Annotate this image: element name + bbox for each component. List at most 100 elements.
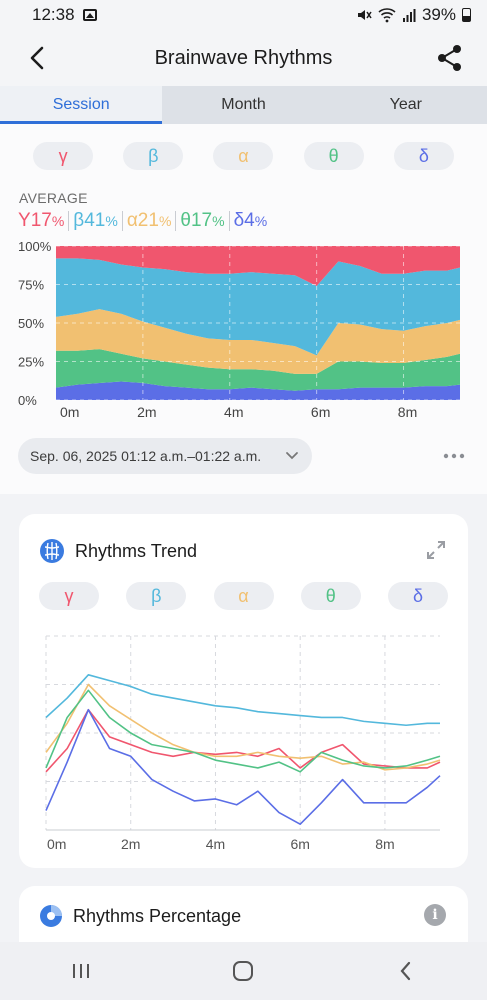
avg-beta-value: 41 xyxy=(84,210,106,231)
chip-gamma[interactable]: γ xyxy=(39,582,99,610)
avg-theta-value: 17 xyxy=(190,210,213,231)
expand-icon[interactable] xyxy=(426,540,446,560)
chevron-down-icon xyxy=(286,452,298,460)
chip-alpha[interactable]: α xyxy=(213,142,274,170)
avg-alpha-symbol: α xyxy=(126,210,138,231)
info-icon[interactable]: i xyxy=(424,904,446,926)
avg-divider xyxy=(175,211,177,231)
brain-icon xyxy=(40,539,64,563)
gallery-notification-icon xyxy=(82,9,97,21)
back-arrow-icon[interactable] xyxy=(24,44,52,72)
x-tick-label: 6m xyxy=(311,404,330,420)
average-row: Y17% β41% α21% θ17% δ4% xyxy=(18,210,267,232)
avg-divider xyxy=(68,211,70,231)
trend-line-1 xyxy=(45,674,440,727)
area-series-0 xyxy=(56,381,460,400)
chip-theta[interactable]: θ xyxy=(303,142,364,170)
page-title: Brainwave Rhythms xyxy=(154,46,333,69)
average-label: AVERAGE xyxy=(19,190,88,206)
avg-beta-unit: % xyxy=(105,213,118,229)
recents-button[interactable] xyxy=(61,951,101,991)
percentage-card-header: Rhythms Percentage xyxy=(39,904,241,928)
back-chevron-icon xyxy=(400,961,410,981)
y-tick-label: 50% xyxy=(18,316,44,331)
session-panel: γ β α θ δ AVERAGE Y17% β41% α21% θ17% δ4… xyxy=(0,124,487,494)
trend-line-chart: 0m 2m 4m 6m 8m xyxy=(45,635,441,852)
trend-line-3 xyxy=(45,689,441,773)
back-button[interactable] xyxy=(386,951,426,991)
tab-year[interactable]: Year xyxy=(389,96,422,113)
x-tick-label: 4m xyxy=(224,404,243,420)
avg-delta: δ4% xyxy=(234,210,268,232)
y-tick-label: 0% xyxy=(18,393,37,408)
trend-line-4 xyxy=(45,708,441,825)
y-tick-label: 100% xyxy=(18,239,52,254)
battery-icon xyxy=(462,8,471,22)
chip-theta[interactable]: θ xyxy=(300,582,361,610)
avg-gamma: Y17% xyxy=(18,210,64,232)
avg-theta-symbol: θ xyxy=(180,210,191,231)
avg-alpha-value: 21 xyxy=(137,210,159,231)
rhythms-trend-card: Rhythms Trend γ β α θ δ 0m 2m 4m 6m 8m xyxy=(19,514,468,868)
trend-band-chips: γ β α θ δ xyxy=(19,582,468,610)
chip-delta[interactable]: δ xyxy=(393,142,454,170)
avg-gamma-unit: % xyxy=(51,213,65,229)
chip-gamma[interactable]: γ xyxy=(33,142,94,170)
trend-card-title: Rhythms Trend xyxy=(75,540,198,561)
system-nav-bar xyxy=(0,942,487,1000)
avg-divider xyxy=(228,211,230,231)
avg-theta-unit: % xyxy=(212,213,225,229)
app-bar: Brainwave Rhythms xyxy=(0,30,487,86)
percentage-card-title: Rhythms Percentage xyxy=(73,905,242,926)
home-icon xyxy=(233,961,254,981)
home-button[interactable] xyxy=(223,951,263,991)
status-right: 39% xyxy=(356,5,471,25)
chip-beta[interactable]: β xyxy=(123,142,184,170)
area-series-2 xyxy=(56,309,460,374)
area-series-3 xyxy=(56,258,460,356)
avg-divider xyxy=(121,211,123,231)
avg-alpha-unit: % xyxy=(158,213,172,229)
trend-line-2 xyxy=(45,683,441,771)
mute-icon xyxy=(357,10,372,20)
avg-gamma-symbol: Y xyxy=(18,210,31,231)
tab-session[interactable]: Session xyxy=(0,86,163,124)
area-series-1 xyxy=(56,349,460,391)
avg-delta-symbol: δ xyxy=(233,210,245,231)
wifi-icon xyxy=(378,8,396,23)
avg-delta-unit: % xyxy=(254,213,268,229)
avg-beta-symbol: β xyxy=(73,210,85,231)
more-options-icon[interactable] xyxy=(442,448,466,464)
share-icon[interactable] xyxy=(435,43,465,73)
avg-theta: θ17% xyxy=(180,210,224,232)
signal-icon xyxy=(402,9,416,22)
avg-delta-value: 4 xyxy=(244,210,255,231)
x-tick-label: 8m xyxy=(375,836,394,852)
x-tick-label: 2m xyxy=(121,836,140,852)
battery-percent: 39% xyxy=(421,5,456,24)
y-tick-label: 75% xyxy=(18,278,44,293)
session-range-selector[interactable]: Sep. 06, 2025 01:12 a.m.–01:22 a.m. xyxy=(18,438,312,474)
x-tick-label: 2m xyxy=(137,404,156,420)
avg-gamma-value: 17 xyxy=(30,210,52,231)
pie-chart-icon xyxy=(40,905,62,927)
chip-beta[interactable]: β xyxy=(126,582,187,610)
chip-delta[interactable]: δ xyxy=(388,582,448,610)
x-tick-label: 6m xyxy=(290,836,309,852)
session-range-text: Sep. 06, 2025 01:12 a.m.–01:22 a.m. xyxy=(30,448,262,464)
tab-month[interactable]: Month xyxy=(221,96,266,113)
chip-alpha[interactable]: α xyxy=(213,582,274,610)
area-series-4 xyxy=(56,246,460,287)
recents-icon xyxy=(73,964,90,978)
band-filter-chips: γ β α θ δ xyxy=(0,142,487,170)
trend-card-header: Rhythms Trend xyxy=(39,538,197,564)
avg-alpha: α21% xyxy=(127,210,172,232)
period-tabs: Session Month Year xyxy=(0,86,487,124)
x-tick-label: 0m xyxy=(47,836,66,852)
stacked-area-chart: 0% 25% 50% 75% 100% 0m 2m 4m 6m 8m xyxy=(18,239,460,420)
status-time: 12:38 xyxy=(32,5,75,24)
y-tick-label: 25% xyxy=(18,355,44,370)
avg-beta: β41% xyxy=(73,210,118,232)
status-bar: 12:38 39% xyxy=(0,0,487,30)
x-tick-label: 4m xyxy=(206,836,225,852)
